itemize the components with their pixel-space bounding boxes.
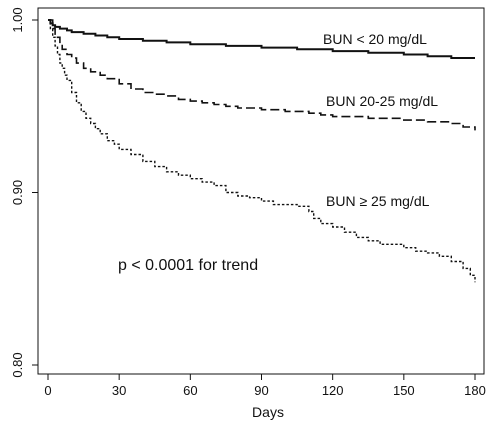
series-label-bun-lt-20: BUN < 20 mg/dL (323, 31, 427, 47)
axes: 0 30 60 90 120 150 180 0.80 0.90 1.00 (10, 7, 486, 398)
y-tick-label: 0.80 (10, 352, 25, 377)
x-tick-label: 150 (393, 383, 415, 398)
x-tick-label: 60 (183, 383, 197, 398)
series-label-bun-20-25: BUN 20-25 mg/dL (326, 93, 438, 109)
labels: BUN < 20 mg/dL BUN 20-25 mg/dL BUN ≥ 25 … (118, 31, 438, 420)
x-tick-label: 180 (464, 383, 486, 398)
trend-annotation: p < 0.0001 for trend (118, 257, 258, 274)
series-label-bun-ge-25: BUN ≥ 25 mg/dL (326, 193, 430, 209)
x-tick-label: 30 (112, 383, 126, 398)
series-line-1 (48, 19, 476, 131)
x-tick-label: 0 (44, 383, 51, 398)
x-tick-label: 120 (322, 383, 344, 398)
y-tick-label: 0.90 (10, 180, 25, 205)
x-axis-label: Days (252, 404, 284, 420)
x-tick-label: 90 (254, 383, 268, 398)
series-line-2 (48, 19, 476, 283)
y-tick-label: 1.00 (10, 7, 25, 32)
series-line-0 (48, 19, 475, 59)
series-lines (48, 19, 476, 283)
plot-frame (37, 7, 485, 375)
